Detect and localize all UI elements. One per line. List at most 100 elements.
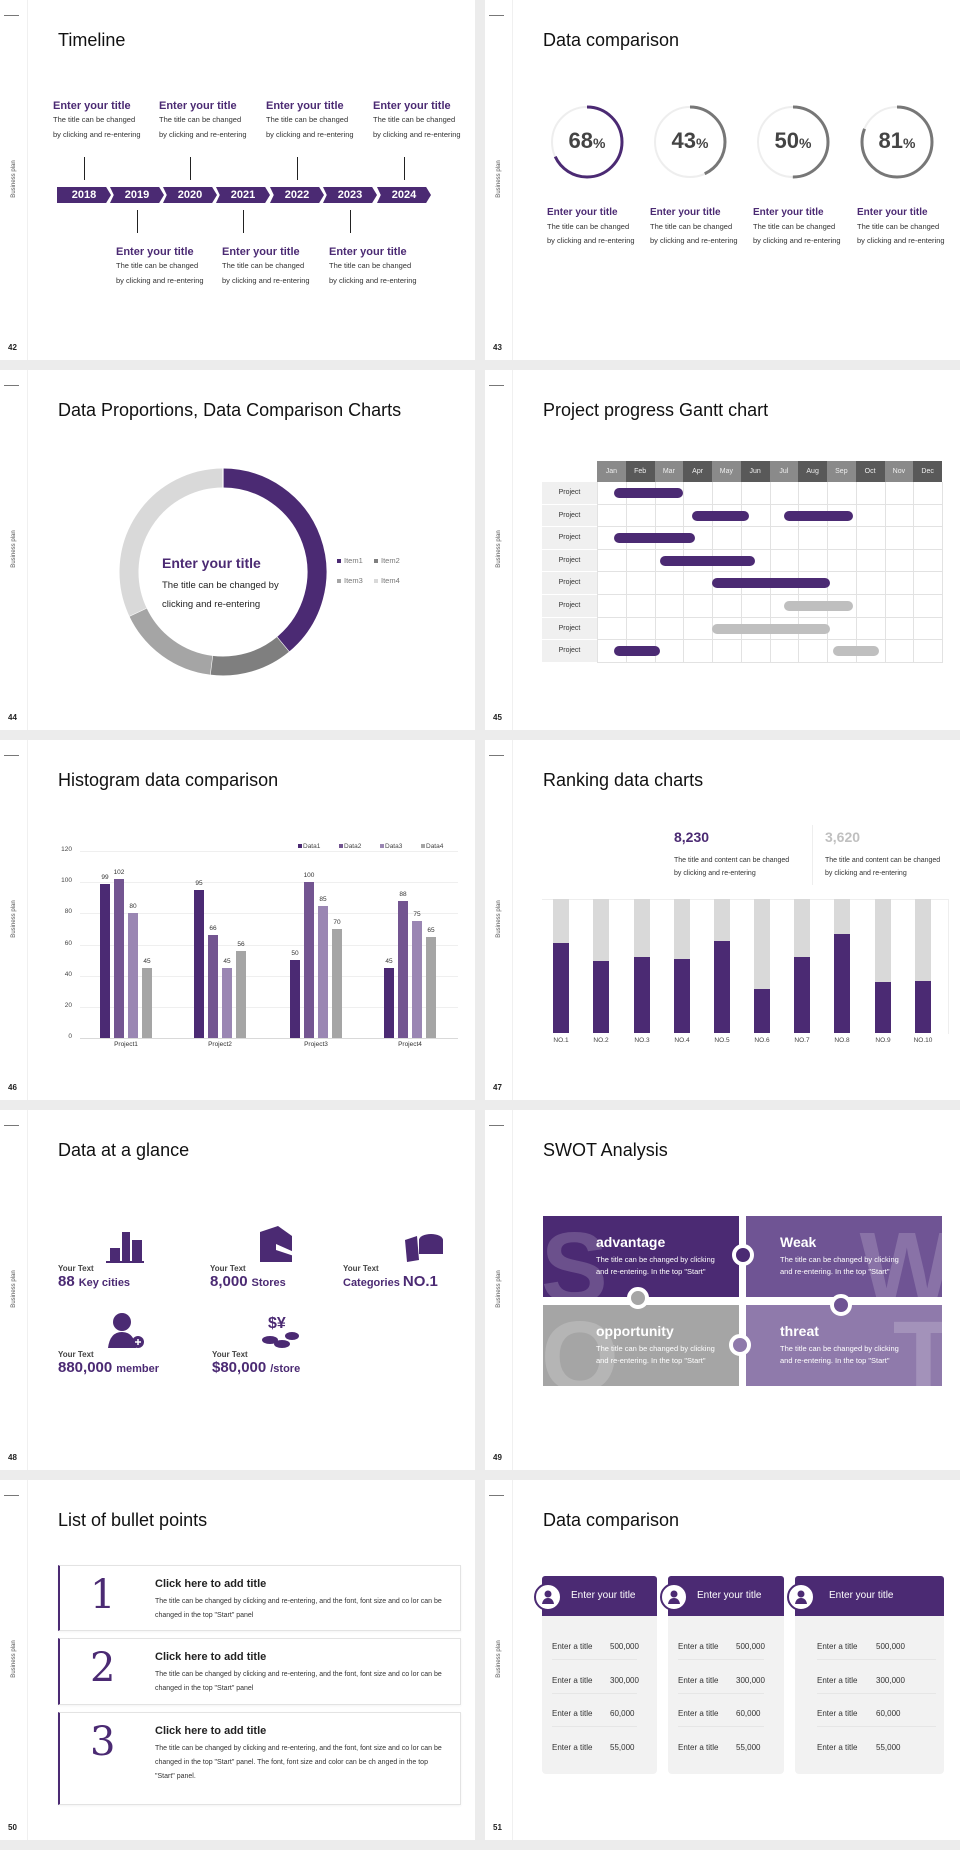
gantt-row-line — [597, 616, 942, 618]
row-value: 55,000 — [876, 1742, 901, 1752]
side-label: Business plan — [496, 530, 502, 568]
x-tick-label: Project1 — [114, 1041, 138, 1048]
y-tick-label: 60 — [64, 939, 72, 947]
slide-timeline[interactable]: Business plan 42 Timeline 2018 Enter your ti… — [0, 0, 475, 360]
legend-item: Item3 — [337, 576, 363, 585]
slide-title: List of bullet points — [58, 1510, 208, 1530]
coin — [262, 1336, 278, 1344]
item-desc: by clicking and re-entering — [650, 236, 738, 245]
progress-arc — [860, 105, 934, 179]
timeline-connector — [243, 210, 244, 233]
pie-side — [419, 1240, 443, 1254]
gantt-month-header: May — [712, 461, 741, 482]
event-desc: by clicking and re-entering — [53, 130, 141, 139]
bar-value[interactable] — [794, 956, 810, 1033]
slide-progress-circles[interactable]: Business plan 43 Data comparison 68% Enter y… — [485, 0, 960, 360]
swot-title: threat — [780, 1323, 819, 1339]
bar-data2[interactable] — [398, 900, 408, 1038]
legend-item: Item1 — [337, 556, 363, 565]
person-body — [795, 1598, 807, 1604]
row-divider — [678, 1659, 764, 1660]
gantt-row-label: Project — [542, 617, 597, 641]
bar-data1[interactable] — [100, 883, 110, 1038]
gantt-bar[interactable] — [783, 510, 853, 521]
row-label: Enter a title — [678, 1675, 719, 1685]
bar-data4[interactable] — [142, 967, 152, 1038]
swot-title: advantage — [596, 1234, 666, 1250]
slide-title: SWOT Analysis — [543, 1140, 668, 1160]
slice-separator — [127, 606, 149, 618]
bar-value[interactable] — [674, 959, 690, 1033]
bar-data4[interactable] — [426, 936, 436, 1038]
slide-ranking-chart[interactable]: Business plan 47 Ranking data charts 8,230 T… — [485, 740, 960, 1100]
bullet-item[interactable]: 3 Click here to add title The title can be… — [58, 1712, 461, 1805]
bar-data1[interactable] — [290, 960, 300, 1038]
bar-data4[interactable] — [332, 928, 342, 1038]
stat-number: 8,000 — [210, 1273, 248, 1290]
gantt-bar[interactable] — [712, 623, 830, 634]
data-label: 102 — [113, 869, 125, 877]
event-desc: The title can be changed — [266, 115, 349, 124]
gridline — [80, 1038, 458, 1039]
legend-swatch — [380, 844, 384, 849]
slide-bullet-list[interactable]: Business plan 50 List of bullet points 1 Cli… — [0, 1480, 475, 1840]
bar-data3[interactable] — [412, 921, 422, 1038]
gantt-bar[interactable] — [832, 646, 879, 657]
bar-data3[interactable] — [222, 967, 232, 1038]
bar-value[interactable] — [915, 980, 931, 1033]
slide-donut-chart[interactable]: Business plan 44 Data Proportions, Data Co… — [0, 370, 475, 730]
stat-suffix: Stores — [251, 1277, 286, 1289]
bar-data3[interactable] — [128, 913, 138, 1038]
bar-data3[interactable] — [318, 905, 328, 1038]
bar-data4[interactable] — [236, 950, 246, 1038]
swot-desc: The title can be changed by clicking and… — [780, 1344, 899, 1365]
bar-value[interactable] — [875, 982, 891, 1033]
bar-data1[interactable] — [194, 889, 204, 1038]
gantt-month-header: Mar — [654, 461, 684, 482]
bar-value[interactable] — [834, 933, 850, 1033]
gantt-row-label: Project — [542, 572, 597, 595]
bar-data2[interactable] — [114, 879, 124, 1038]
slide-data-comparison-cards[interactable]: Business plan 51 Data comparison Enter your… — [485, 1480, 960, 1840]
slide-gantt-chart[interactable]: Business plan 45 Project progress Gantt ch… — [485, 370, 960, 730]
gantt-bar[interactable] — [660, 555, 756, 566]
bar-value[interactable] — [593, 960, 609, 1033]
gantt-bar[interactable] — [712, 578, 830, 589]
row-label: Enter a title — [817, 1642, 858, 1651]
y-tick-label: 120 — [61, 846, 72, 853]
bar-data2[interactable] — [304, 882, 314, 1038]
bar-data1[interactable] — [384, 967, 394, 1038]
x-tick-label: NO.4 — [674, 1037, 690, 1044]
gantt-bar[interactable] — [614, 533, 695, 544]
gantt-bar[interactable] — [614, 646, 661, 657]
bar-value[interactable] — [553, 943, 569, 1033]
stat-desc: by clicking and re-entering — [825, 870, 907, 877]
user-document-icon — [534, 1583, 562, 1611]
slide-histogram[interactable]: Business plan 46 Histogram data comparison… — [0, 740, 475, 1100]
gutter-divider — [27, 0, 28, 360]
row-value: 300,000 — [876, 1675, 905, 1685]
legend-label: Item1 — [344, 556, 363, 565]
bullet-item[interactable]: 1 Click here to add title The title can be… — [58, 1565, 461, 1631]
x-tick-label: NO.10 — [913, 1037, 933, 1044]
gantt-bar[interactable] — [614, 488, 684, 498]
timeline-connector — [404, 157, 405, 180]
swot-quadrant-w[interactable]: W Weak The title can be changed by clickin… — [746, 1216, 942, 1297]
gantt-row-label: Project — [542, 504, 597, 528]
gantt-bar[interactable] — [691, 510, 750, 521]
add-member-icon — [108, 1313, 144, 1348]
page-number: 50 — [8, 1823, 17, 1832]
bar-value[interactable] — [634, 956, 650, 1033]
bar-data2[interactable] — [208, 935, 218, 1038]
bar-value[interactable] — [714, 940, 730, 1033]
gantt-bar[interactable] — [783, 601, 853, 611]
side-label: Business plan — [11, 900, 17, 938]
slide-data-at-a-glance[interactable]: Business plan 48 Data at a glance Your Text… — [0, 1110, 475, 1470]
item-desc: The title can be changed — [650, 222, 733, 231]
bullet-item[interactable]: 2 Click here to add title The title can be… — [58, 1638, 461, 1705]
bar-value[interactable] — [754, 988, 770, 1033]
